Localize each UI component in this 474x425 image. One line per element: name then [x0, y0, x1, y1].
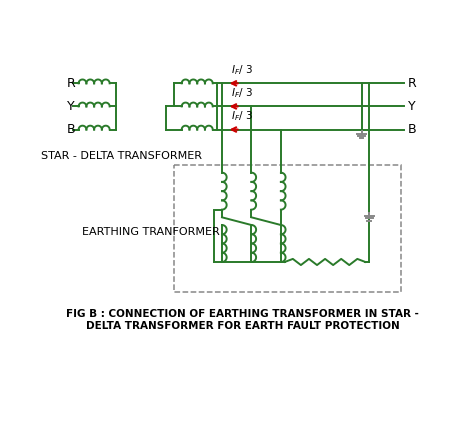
Text: Y: Y [67, 100, 74, 113]
Text: EARTHING TRANFORMER: EARTHING TRANFORMER [82, 227, 220, 237]
Text: R: R [67, 77, 76, 90]
Text: $I_F$/ 3: $I_F$/ 3 [230, 110, 253, 123]
Bar [174, 165, 401, 292]
Text: B: B [67, 123, 76, 136]
Text: B: B [408, 123, 417, 136]
Text: FIG B : CONNECTION OF EARTHING TRANSFORMER IN STAR -
DELTA TRANSFORMER FOR EARTH: FIG B : CONNECTION OF EARTHING TRANSFORM… [66, 309, 419, 331]
Text: R: R [408, 77, 417, 90]
Text: STAR - DELTA TRANSFORMER: STAR - DELTA TRANSFORMER [41, 151, 202, 161]
Text: $I_F$/ 3: $I_F$/ 3 [230, 63, 253, 77]
Text: Y: Y [408, 100, 416, 113]
Text: $I_F$/ 3: $I_F$/ 3 [230, 86, 253, 100]
